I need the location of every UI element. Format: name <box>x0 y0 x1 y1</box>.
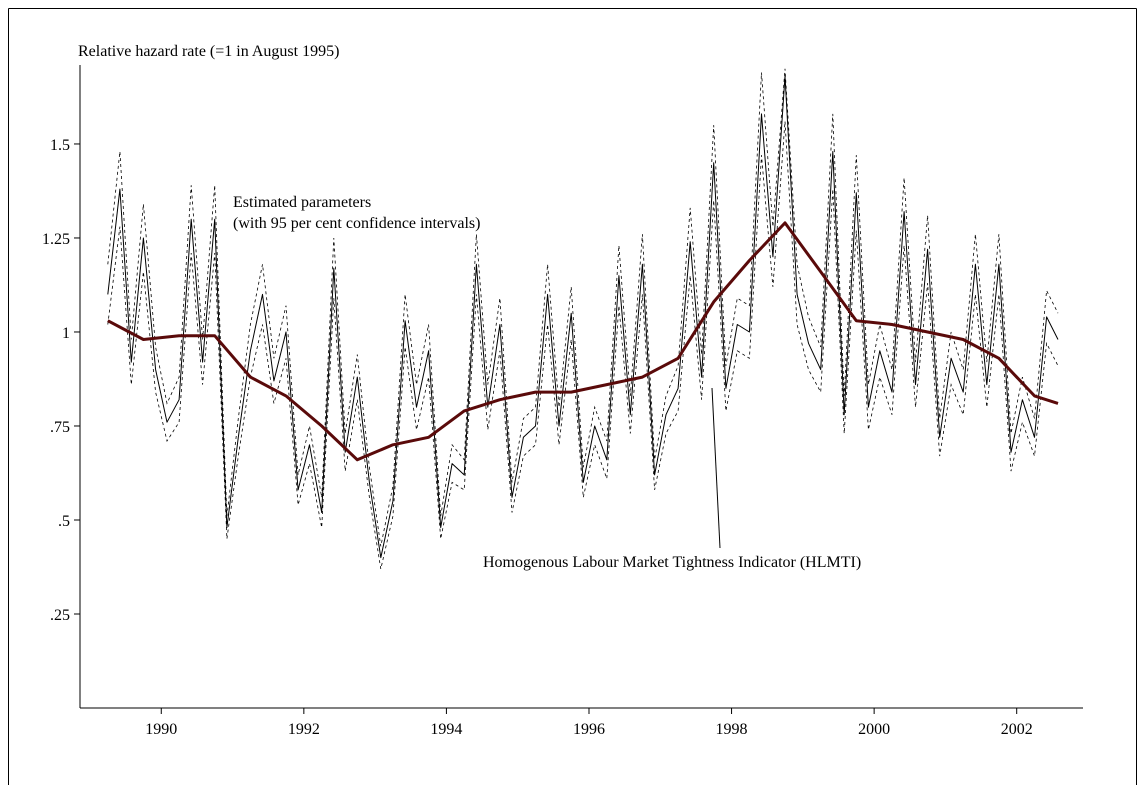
y-tick-label: .5 <box>58 513 70 530</box>
x-tick-label: 1994 <box>430 721 462 738</box>
hlmti-line <box>107 221 1059 462</box>
x-tick-label: 2002 <box>1001 721 1033 738</box>
x-tick-label: 1996 <box>573 721 605 738</box>
y-tick-label: 1 <box>62 325 70 342</box>
x-tick-label: 2000 <box>858 721 890 738</box>
ci-upper <box>107 68 1059 547</box>
y-tick-label: 1.5 <box>50 137 70 154</box>
y-tick-label: 1.25 <box>42 231 70 248</box>
y-tick-label: .25 <box>50 607 70 624</box>
x-tick-label: 1990 <box>145 721 177 738</box>
annotation: (with 95 per cent confidence intervals) <box>233 215 480 232</box>
x-tick-label: 1998 <box>716 721 748 738</box>
y-axis-label: Relative hazard rate (=1 in August 1995) <box>78 43 339 60</box>
y-tick-label: .75 <box>50 419 70 436</box>
annotation: Estimated parameters <box>233 194 371 211</box>
x-tick-label: 1992 <box>288 721 320 738</box>
leader-line <box>711 387 721 549</box>
ci-lower <box>107 121 1059 569</box>
estimate-line <box>107 75 1059 559</box>
annotation: Homogenous Labour Market Tightness Indic… <box>483 554 861 571</box>
